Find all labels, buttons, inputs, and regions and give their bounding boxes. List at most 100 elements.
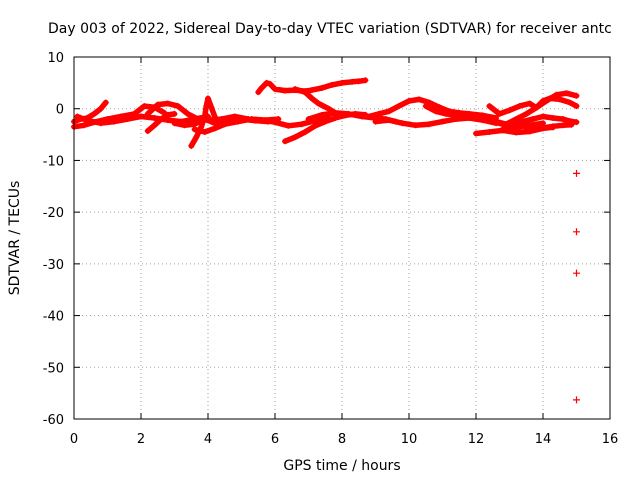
y-tick-label: -60 bbox=[43, 413, 64, 428]
data-track bbox=[144, 100, 332, 129]
data-point bbox=[399, 120, 406, 127]
data-point bbox=[151, 115, 158, 122]
y-tick-label: -30 bbox=[43, 258, 64, 273]
data-point bbox=[97, 105, 104, 112]
data-point bbox=[416, 96, 423, 103]
data-point bbox=[205, 95, 211, 102]
data-point bbox=[332, 115, 339, 122]
data-point bbox=[462, 113, 469, 120]
data-point bbox=[573, 103, 580, 110]
data-point bbox=[164, 100, 171, 107]
data-point bbox=[426, 121, 433, 128]
x-tick-label: 8 bbox=[338, 432, 346, 447]
data-point bbox=[292, 134, 299, 141]
data-point bbox=[298, 121, 305, 128]
data-point bbox=[385, 108, 392, 115]
x-axis-label: GPS time / hours bbox=[283, 458, 400, 474]
data-point bbox=[499, 126, 506, 133]
data-point bbox=[318, 111, 325, 118]
data-point bbox=[523, 127, 530, 134]
data-point bbox=[359, 113, 366, 120]
data-point bbox=[302, 89, 309, 96]
data-point bbox=[550, 123, 557, 130]
x-tick-label: 14 bbox=[535, 432, 552, 447]
data-point bbox=[556, 96, 563, 103]
data-point bbox=[221, 121, 228, 128]
data-point bbox=[523, 110, 530, 117]
data-point bbox=[191, 121, 198, 128]
x-tick-label: 2 bbox=[137, 432, 145, 447]
data-point bbox=[533, 104, 540, 111]
data-point bbox=[573, 228, 580, 236]
data-point bbox=[191, 126, 198, 133]
data-point bbox=[263, 79, 270, 86]
data-point bbox=[509, 122, 516, 129]
data-point bbox=[442, 110, 449, 117]
x-tick-label: 12 bbox=[468, 432, 485, 447]
data-point bbox=[102, 99, 109, 106]
x-tick-label: 4 bbox=[204, 432, 212, 447]
data-point bbox=[282, 87, 289, 94]
data-point bbox=[325, 105, 332, 112]
data-point bbox=[158, 116, 165, 123]
x-tick-label: 10 bbox=[401, 432, 418, 447]
data-point bbox=[235, 118, 242, 125]
data-point bbox=[439, 118, 446, 125]
data-point bbox=[302, 128, 309, 135]
data-point bbox=[266, 80, 273, 87]
x-tick-label: 0 bbox=[70, 432, 78, 447]
data-point bbox=[573, 119, 580, 126]
data-point bbox=[305, 116, 312, 123]
data-point bbox=[412, 122, 419, 129]
data-point bbox=[568, 121, 575, 128]
data-point bbox=[406, 97, 412, 104]
data-point bbox=[573, 169, 580, 177]
data-point bbox=[473, 115, 479, 122]
data-point bbox=[258, 85, 265, 92]
data-point bbox=[436, 104, 443, 111]
data-point bbox=[151, 122, 158, 129]
data-point bbox=[563, 90, 570, 97]
data-point bbox=[91, 110, 98, 117]
data-series bbox=[71, 77, 580, 404]
x-tick-label: 16 bbox=[602, 432, 619, 447]
data-point bbox=[550, 115, 557, 122]
data-point bbox=[275, 116, 282, 123]
data-point bbox=[526, 100, 533, 107]
data-point bbox=[519, 118, 526, 125]
data-point bbox=[422, 103, 429, 110]
data-point bbox=[318, 85, 325, 92]
data-point bbox=[496, 110, 503, 117]
data-track bbox=[292, 86, 339, 116]
data-point bbox=[349, 78, 356, 85]
data-point bbox=[308, 87, 315, 94]
data-point bbox=[111, 118, 118, 125]
data-point bbox=[193, 134, 200, 141]
chart-title: Day 003 of 2022, Sidereal Day-to-day VTE… bbox=[48, 21, 612, 37]
data-point bbox=[573, 92, 580, 99]
data-point bbox=[486, 103, 493, 110]
data-point bbox=[432, 108, 439, 115]
data-point bbox=[248, 116, 255, 123]
y-tick-label: -40 bbox=[43, 310, 64, 325]
data-point bbox=[171, 110, 178, 117]
data-point bbox=[529, 116, 536, 123]
y-tick-label: -10 bbox=[43, 154, 64, 169]
data-point bbox=[144, 110, 151, 117]
data-point bbox=[201, 113, 208, 120]
data-point bbox=[543, 97, 550, 104]
data-point bbox=[282, 138, 289, 145]
data-point bbox=[536, 125, 543, 132]
data-point bbox=[322, 118, 329, 125]
data-point bbox=[452, 111, 459, 118]
data-point bbox=[375, 110, 382, 117]
data-point bbox=[144, 127, 151, 134]
data-point bbox=[164, 111, 171, 118]
axis-ticks: 0 2 4 6 8 10 12 14 16 10 0 -10 -20 -30 -40 -50 -60 bbox=[43, 51, 619, 447]
data-point bbox=[203, 103, 210, 110]
y-tick-label: 10 bbox=[47, 51, 64, 66]
data-point bbox=[312, 122, 319, 129]
data-point bbox=[560, 116, 567, 123]
data-point bbox=[339, 79, 345, 86]
